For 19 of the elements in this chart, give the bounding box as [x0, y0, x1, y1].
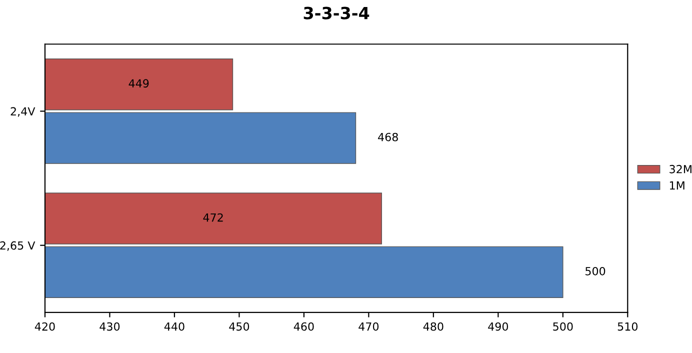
- data-label: 472: [203, 213, 223, 222]
- x-tick-label: 480: [423, 322, 444, 331]
- chart-title: 3-3-3-4: [304, 6, 370, 20]
- x-tick-label: 420: [34, 322, 55, 331]
- x-tick-label: 510: [618, 322, 638, 331]
- data-label: 468: [378, 132, 398, 142]
- y-tick-label: 2,4V: [10, 107, 36, 117]
- y-tick-label: 2,65 V: [0, 241, 36, 251]
- x-tick-label: 470: [358, 322, 379, 331]
- data-label: 449: [128, 79, 149, 88]
- legend-label: 32M: [670, 164, 692, 174]
- x-tick-label: 490: [488, 322, 508, 331]
- x-tick-label: 440: [164, 322, 184, 331]
- x-tick-label: 460: [294, 322, 314, 331]
- x-tick-label: 450: [229, 322, 250, 331]
- legend-label: 1M: [670, 181, 684, 190]
- x-tick-label: 430: [100, 322, 120, 331]
- data-label: 500: [586, 266, 606, 276]
- x-tick-label: 500: [553, 322, 573, 331]
